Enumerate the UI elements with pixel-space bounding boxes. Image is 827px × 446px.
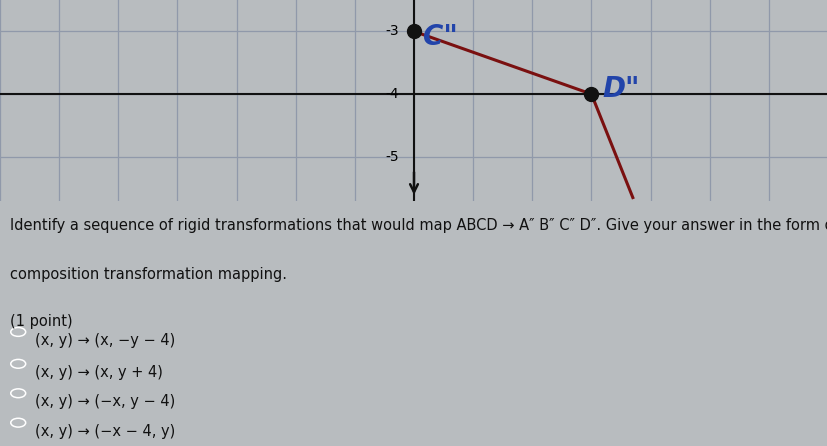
Text: (x, y) → (−x − 4, y): (x, y) → (−x − 4, y) bbox=[35, 424, 174, 439]
Text: Identify a sequence of rigid transformations that would map ABCD → A″ B″ C″ D″. : Identify a sequence of rigid transformat… bbox=[10, 218, 827, 233]
Text: (1 point): (1 point) bbox=[10, 314, 73, 329]
Text: composition transformation mapping.: composition transformation mapping. bbox=[10, 267, 287, 282]
Text: (x, y) → (x, y + 4): (x, y) → (x, y + 4) bbox=[35, 365, 162, 380]
Text: -4: -4 bbox=[385, 87, 399, 101]
Text: C": C" bbox=[423, 23, 457, 51]
Text: -3: -3 bbox=[385, 25, 399, 38]
Text: (x, y) → (−x, y − 4): (x, y) → (−x, y − 4) bbox=[35, 395, 174, 409]
Text: (x, y) → (x, −y − 4): (x, y) → (x, −y − 4) bbox=[35, 333, 174, 348]
Text: D": D" bbox=[601, 75, 638, 103]
Text: -5: -5 bbox=[385, 150, 399, 164]
